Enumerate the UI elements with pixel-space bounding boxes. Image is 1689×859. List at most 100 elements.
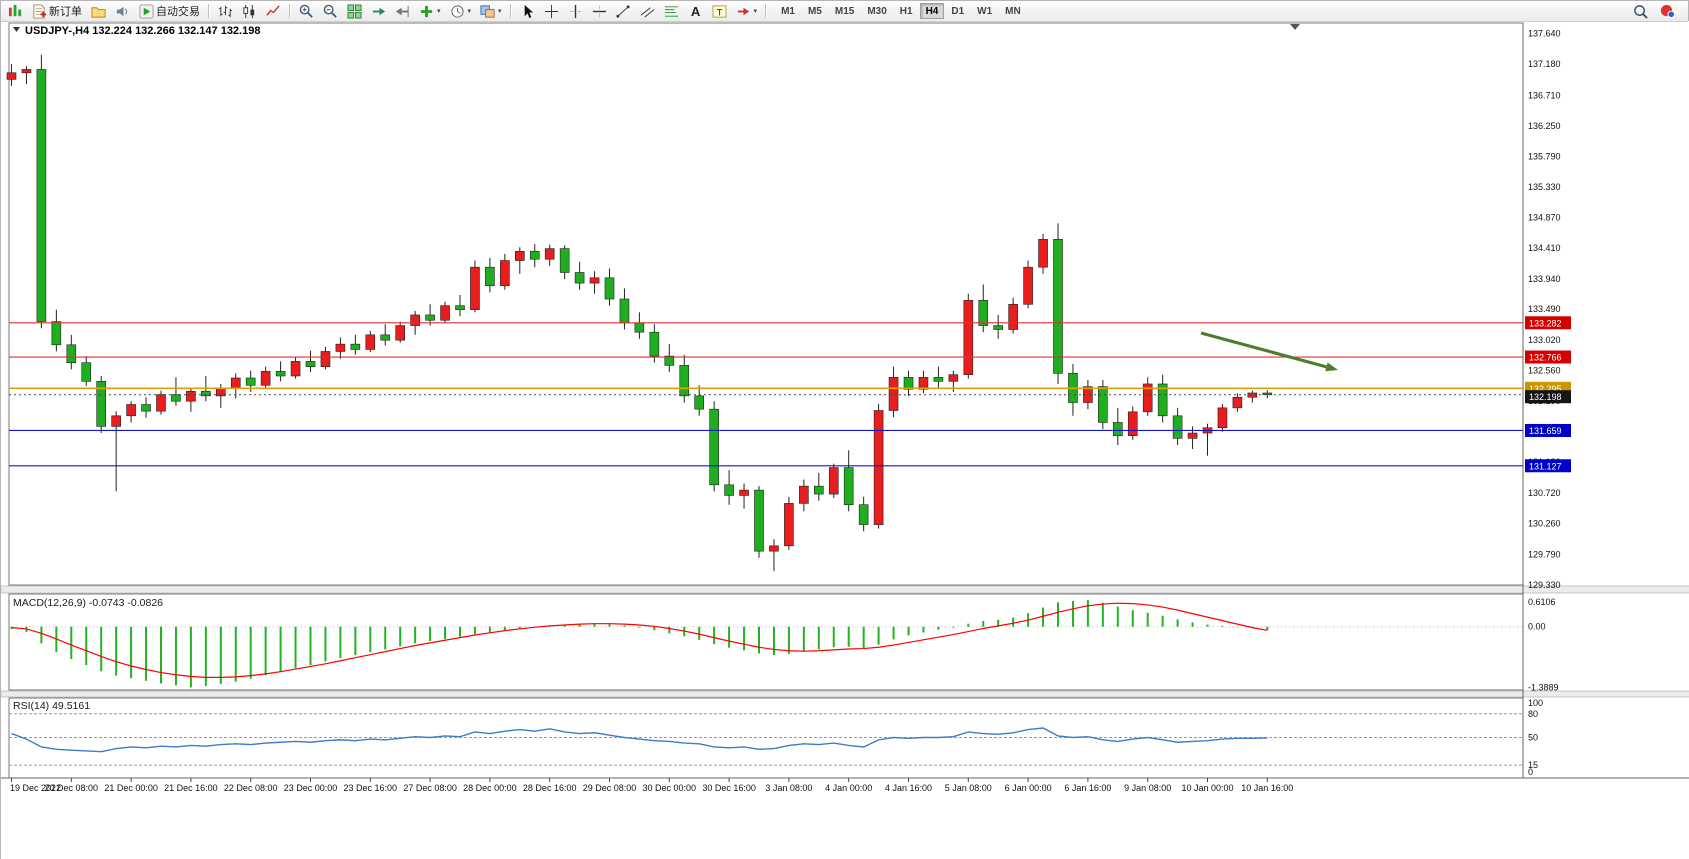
candle <box>186 387 196 412</box>
candle <box>350 334 361 355</box>
time-axis-label: 10 Jan 00:00 <box>1181 783 1233 793</box>
sound-button[interactable] <box>111 2 134 20</box>
dropdown-arrow-icon: ▾ <box>467 8 472 15</box>
candle <box>604 268 615 306</box>
timeframe-M30-button[interactable]: M30 <box>861 3 892 19</box>
rsi-axis-tick: 15 <box>1528 760 1538 770</box>
candle-chart-button[interactable] <box>238 2 261 20</box>
cursor-button[interactable] <box>516 2 539 20</box>
timeframe-MN-button[interactable]: MN <box>999 3 1027 19</box>
time-axis-label: 5 Jan 08:00 <box>945 783 992 793</box>
timeframe-W1-button[interactable]: W1 <box>971 3 998 19</box>
time-axis-label: 23 Dec 00:00 <box>284 783 338 793</box>
search-button[interactable] <box>1629 2 1652 20</box>
candle <box>66 334 77 370</box>
time-axis-label: 28 Dec 16:00 <box>523 783 577 793</box>
chart-mini-button[interactable] <box>4 2 27 20</box>
candle <box>1098 379 1108 430</box>
candle <box>1172 407 1183 445</box>
candle <box>36 54 47 329</box>
community-icon <box>1660 4 1675 18</box>
time-axis-label: 29 Dec 08:00 <box>583 783 637 793</box>
candle <box>784 496 794 550</box>
price-tag <box>1525 423 1571 437</box>
profiles-button[interactable] <box>87 2 110 20</box>
price-tag <box>1525 316 1571 330</box>
candle <box>1038 233 1048 274</box>
svg-text:131.127: 131.127 <box>1529 461 1562 471</box>
channel-button[interactable] <box>636 2 659 20</box>
time-axis-label: 6 Jan 16:00 <box>1064 783 1111 793</box>
autotrade-icon <box>139 3 154 19</box>
sound-icon <box>116 6 128 16</box>
new-order-button[interactable]: 新订单 <box>28 2 86 20</box>
candle <box>993 314 1004 339</box>
timeframe-H1-button[interactable]: H1 <box>894 3 919 19</box>
candlestick-series <box>6 54 1273 572</box>
templates-button[interactable]: ▾ <box>476 2 506 20</box>
panel-splitter[interactable] <box>1 690 1689 698</box>
crosshair-button[interactable] <box>540 2 563 20</box>
candle <box>828 463 839 499</box>
svg-text:137.640: 137.640 <box>1528 29 1561 39</box>
candle <box>81 356 92 386</box>
time-axis-label: 30 Dec 00:00 <box>643 783 697 793</box>
chart-shift-marker-icon[interactable] <box>1290 24 1300 30</box>
periods-button[interactable]: ▾ <box>446 2 476 20</box>
bar-chart-button[interactable] <box>214 2 237 20</box>
candle <box>529 243 540 268</box>
chart-title-group: USDJPY-,H4 132.224 132.266 132.147 132.1… <box>13 25 260 37</box>
timeframe-M15-button[interactable]: M15 <box>829 3 860 19</box>
candle <box>1008 297 1018 334</box>
candle <box>858 496 869 532</box>
svg-text:136.710: 136.710 <box>1528 90 1561 100</box>
text-button[interactable]: A <box>684 2 707 20</box>
price-tag <box>1525 390 1571 404</box>
line-chart-button[interactable] <box>262 2 285 20</box>
autotrade-button[interactable]: 自动交易 <box>135 2 204 20</box>
vline-button[interactable] <box>564 2 587 20</box>
timeframe-M5-button[interactable]: M5 <box>802 3 828 19</box>
candle <box>6 64 17 87</box>
candle <box>664 344 675 373</box>
chart-area[interactable]: 137.640 137.180 136.710 136.250 135.790 135.3… <box>1 21 1689 859</box>
title-menu-triangle-icon[interactable] <box>13 27 20 32</box>
tile-windows-button[interactable] <box>343 2 366 20</box>
panel-splitter[interactable] <box>1 585 1689 594</box>
auto-scroll-button[interactable] <box>367 2 390 20</box>
community-button[interactable] <box>1656 2 1679 20</box>
shapes-button[interactable]: ▾ <box>732 2 762 20</box>
fibonacci-icon <box>664 5 678 17</box>
trend-arrow-annotation[interactable] <box>1200 331 1338 372</box>
zoom-in-button[interactable] <box>295 2 318 20</box>
candle <box>918 370 929 394</box>
chart-shift-button[interactable] <box>391 2 414 20</box>
timeframe-H4-button[interactable]: H4 <box>919 3 945 19</box>
svg-text:130.720: 130.720 <box>1528 488 1561 498</box>
hline-button[interactable] <box>588 2 611 20</box>
trendline-button[interactable] <box>612 2 635 20</box>
candle <box>963 293 974 379</box>
indicators-button[interactable]: ▾ <box>415 2 445 20</box>
auto-scroll-icon <box>372 7 386 15</box>
candle <box>380 324 391 346</box>
candle <box>305 350 316 373</box>
time-axis-label: 10 Jan 16:00 <box>1241 783 1293 793</box>
macd-indicator: 0.6106 0.00 -1.3889 MACD(12,26,9) -0.0743 -… <box>9 597 1559 692</box>
level-lines <box>9 322 1523 467</box>
timeframe-M1-button[interactable]: M1 <box>775 3 801 19</box>
candle <box>365 330 376 353</box>
main-chart-panel[interactable] <box>8 22 1524 586</box>
candle <box>335 337 346 359</box>
svg-text:133.940: 133.940 <box>1528 274 1561 284</box>
timeframe-D1-button[interactable]: D1 <box>945 3 970 19</box>
rsi-axis-tick: 0 <box>1528 767 1533 777</box>
candle <box>275 361 286 382</box>
tile-windows-icon <box>347 3 362 19</box>
fibonacci-button[interactable] <box>660 2 683 20</box>
chart-mini-icon <box>8 4 22 16</box>
text-label-button[interactable]: T <box>708 2 731 20</box>
zoom-out-button[interactable] <box>319 2 342 20</box>
macd-axis-tick: 0.6106 <box>1528 597 1556 607</box>
search-icon <box>1634 4 1648 19</box>
